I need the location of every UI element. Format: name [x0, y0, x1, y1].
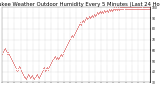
Title: Milwaukee Weather Outdoor Humidity Every 5 Minutes (Last 24 Hours): Milwaukee Weather Outdoor Humidity Every… — [0, 2, 160, 7]
